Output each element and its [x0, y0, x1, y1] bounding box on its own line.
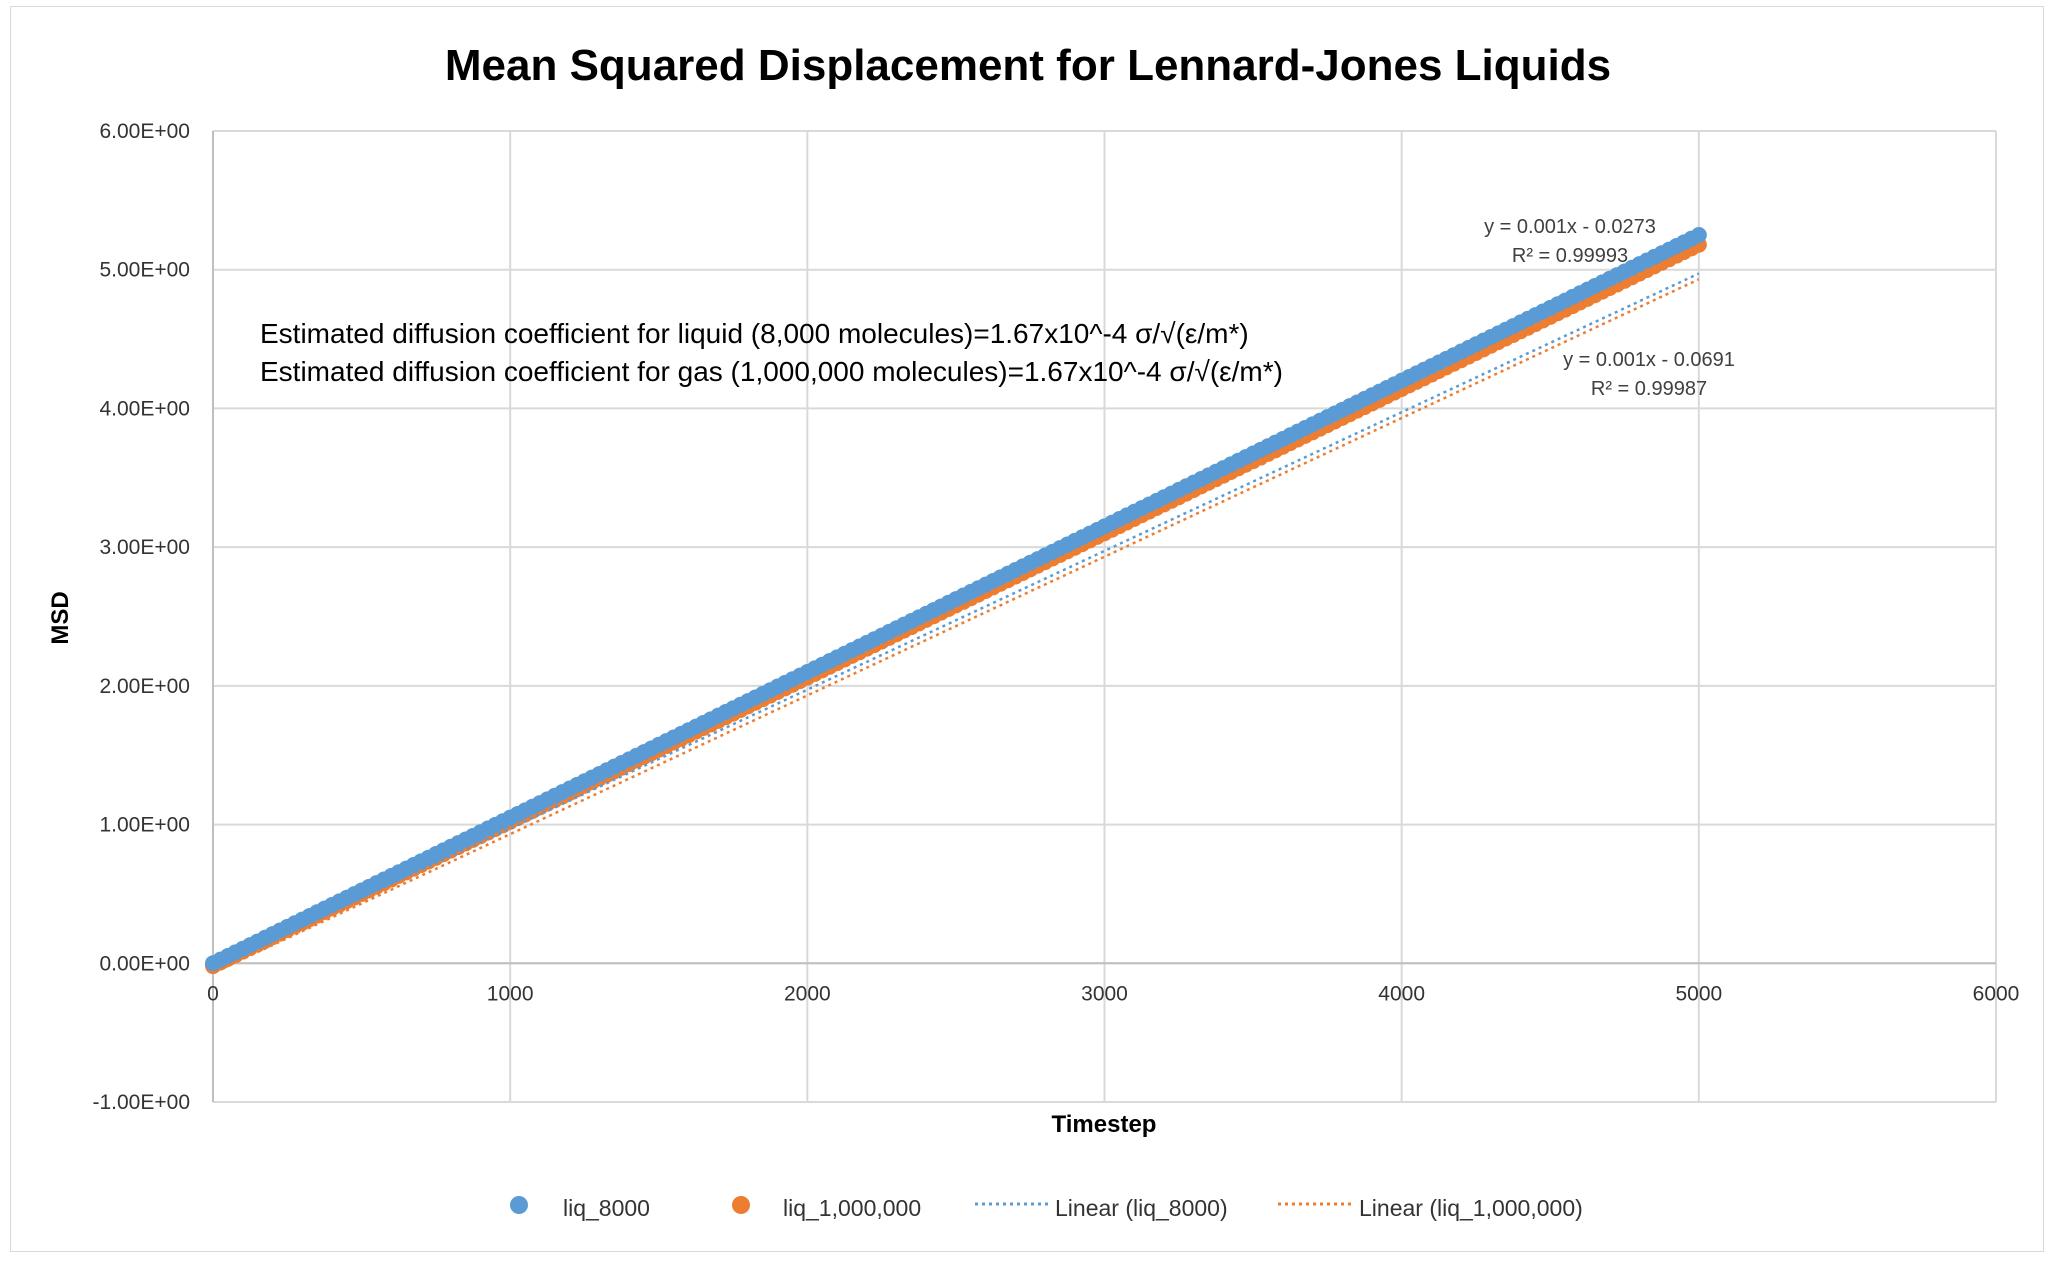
x-tick-label: 0 [207, 982, 219, 1005]
legend-marker-liq-8000 [510, 1196, 528, 1214]
x-tick-label: 1000 [487, 982, 534, 1005]
trendline-r2-liq-1000000: R² = 0.99987 [1591, 378, 1707, 400]
y-tick-label: 2.00E+00 [99, 675, 190, 698]
gridlines [212, 130, 1997, 1103]
trendline-equation-liq-8000: y = 0.001x - 0.0273 [1484, 216, 1656, 238]
trendline-r2-liq-8000: R² = 0.99993 [1512, 245, 1628, 267]
y-tick-label: 6.00E+00 [99, 120, 190, 143]
y-tick-label: 4.00E+00 [99, 397, 190, 420]
trendlines [212, 272, 1700, 975]
annotation-gas: Estimated diffusion coefficient for gas … [260, 356, 1283, 387]
legend-label-liq-8000: liq_8000 [563, 1195, 650, 1221]
chart-title: Mean Squared Displacement for Lennard-Jo… [445, 41, 1611, 90]
y-tick-label: -1.00E+00 [93, 1091, 191, 1114]
series-liq-8000-points [205, 227, 1707, 972]
y-axis-ticks: 6.00E+00 5.00E+00 4.00E+00 3.00E+00 2.00E+00… [93, 120, 191, 1114]
y-axis-title: MSD [47, 591, 74, 644]
x-axis-ticks: 0 1000 2000 3000 4000 5000 6000 [207, 982, 2019, 1005]
point-liq-8000 [1690, 227, 1707, 244]
legend-label-linear-liq-1000000: Linear (liq_1,000,000) [1359, 1195, 1583, 1221]
y-tick-label: 3.00E+00 [99, 536, 190, 559]
y-tick-label: 5.00E+00 [99, 259, 190, 282]
x-axis-title: Timestep [1052, 1111, 1157, 1138]
y-tick-label: 1.00E+00 [99, 814, 190, 837]
legend-label-liq-1000000: liq_1,000,000 [783, 1195, 921, 1221]
trendline-liq-8000 [212, 272, 1700, 969]
x-tick-label: 3000 [1081, 982, 1128, 1005]
x-tick-label: 6000 [1973, 982, 2020, 1005]
trendline-equation-liq-1000000: y = 0.001x - 0.0691 [1563, 349, 1735, 371]
chart-frame [10, 6, 2044, 1252]
legend-marker-liq-1000000 [732, 1196, 750, 1214]
y-tick-label: 0.00E+00 [99, 952, 190, 975]
legend-label-linear-liq-8000: Linear (liq_8000) [1055, 1195, 1228, 1221]
x-tick-label: 5000 [1675, 982, 1722, 1005]
x-tick-label: 2000 [784, 982, 831, 1005]
trendline-liq-1000000 [212, 278, 1700, 975]
legend: liq_8000 liq_1,000,000 Linear (liq_8000)… [510, 1195, 1583, 1221]
x-tick-label: 4000 [1378, 982, 1425, 1005]
annotation-liquid: Estimated diffusion coefficient for liqu… [260, 318, 1249, 349]
